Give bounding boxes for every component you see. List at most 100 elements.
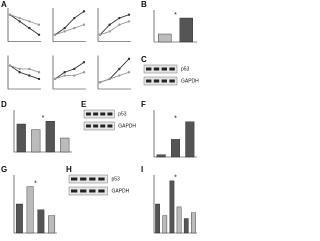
point xyxy=(108,77,111,81)
blot-strip xyxy=(68,186,108,196)
point xyxy=(118,67,121,71)
axis xyxy=(52,55,86,90)
line xyxy=(54,61,85,80)
panel-letter: B xyxy=(141,0,147,9)
bar xyxy=(183,218,189,234)
bar xyxy=(31,129,41,153)
point xyxy=(53,77,57,81)
point xyxy=(28,67,31,71)
bar xyxy=(185,121,195,158)
point xyxy=(37,23,41,26)
point xyxy=(73,26,76,30)
point xyxy=(53,33,57,36)
point xyxy=(8,64,12,67)
blot-band xyxy=(107,112,113,116)
blot-band xyxy=(86,124,91,128)
point xyxy=(28,26,31,30)
blot-band xyxy=(100,124,106,128)
point xyxy=(127,71,131,74)
band-label: p53 xyxy=(118,111,127,117)
point xyxy=(118,74,121,77)
band-label: GAPDH xyxy=(181,78,199,84)
point xyxy=(63,26,66,30)
band-label: GAPDH xyxy=(118,123,136,129)
point xyxy=(82,71,86,74)
bar xyxy=(48,215,56,234)
line xyxy=(54,71,85,80)
blot-band xyxy=(93,112,99,116)
point xyxy=(82,23,86,26)
blot-band xyxy=(146,67,152,71)
point xyxy=(98,81,102,84)
point xyxy=(63,74,66,77)
bar xyxy=(45,120,55,153)
line xyxy=(9,14,40,36)
bar xyxy=(162,215,168,234)
blot-band xyxy=(153,67,160,71)
band-label: p53 xyxy=(112,176,121,182)
blot-band xyxy=(98,177,105,181)
blot-band xyxy=(80,189,87,193)
line xyxy=(9,65,40,73)
bar xyxy=(179,17,193,43)
point xyxy=(82,10,86,13)
blot-band xyxy=(169,67,175,71)
line xyxy=(9,65,40,80)
significance: * xyxy=(174,116,177,123)
axis xyxy=(52,8,86,42)
point xyxy=(37,33,41,36)
point xyxy=(127,20,131,23)
blot-band xyxy=(86,112,91,116)
blot-band xyxy=(89,177,96,181)
blot-band xyxy=(169,79,175,83)
bar xyxy=(169,180,175,234)
panel-letter: D xyxy=(1,100,7,109)
blot-band xyxy=(161,79,167,83)
blot-band xyxy=(80,177,87,181)
blot-band xyxy=(100,112,106,116)
bar xyxy=(15,203,23,234)
blot-strip xyxy=(143,76,178,86)
point xyxy=(118,16,121,20)
point xyxy=(108,23,111,26)
axis xyxy=(7,8,41,42)
point xyxy=(127,13,131,16)
axis xyxy=(97,8,131,42)
bar xyxy=(26,186,34,234)
line xyxy=(54,24,85,36)
point xyxy=(28,74,31,77)
bar xyxy=(191,212,196,234)
bar xyxy=(176,206,182,234)
point xyxy=(73,74,76,77)
significance: * xyxy=(174,12,177,19)
axis xyxy=(7,55,41,90)
point xyxy=(63,71,66,74)
blot-band xyxy=(71,177,78,181)
point xyxy=(82,61,86,64)
blot-strip xyxy=(83,121,115,131)
panel-letter: A xyxy=(1,0,7,9)
point xyxy=(108,30,111,33)
line xyxy=(99,71,130,83)
blot-band xyxy=(161,67,167,71)
blot-band xyxy=(107,124,113,128)
bar xyxy=(60,137,70,153)
line xyxy=(99,20,130,36)
bar xyxy=(158,33,172,43)
line xyxy=(99,14,130,36)
blot-band xyxy=(93,124,99,128)
blot-band xyxy=(71,189,78,193)
axis xyxy=(153,110,197,158)
point xyxy=(98,33,102,36)
significance: * xyxy=(34,180,37,187)
band-label: p53 xyxy=(181,66,190,72)
significance: * xyxy=(174,175,177,182)
point xyxy=(18,67,21,71)
blot-strip xyxy=(83,109,115,119)
point xyxy=(37,71,41,74)
blot-band xyxy=(146,79,152,83)
blot-strip xyxy=(143,64,178,74)
blot-band xyxy=(89,189,96,193)
